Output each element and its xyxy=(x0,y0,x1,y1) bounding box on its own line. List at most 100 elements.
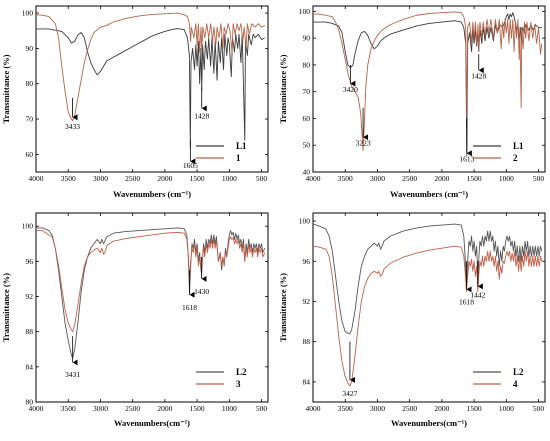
series-line-l1 xyxy=(36,28,265,148)
series-line-4 xyxy=(313,245,543,387)
y-tick-label: 60 xyxy=(303,114,311,123)
peak-label: 1442 xyxy=(470,290,485,299)
peak-label: 1618 xyxy=(459,297,474,306)
spectrum-panel-2: 4000 3500 3000 2500 2000 1500 1000 500 40 50 60 70 8… xyxy=(278,5,546,199)
spectrum-panel-1: 4000 3500 3000 2500 2000 1500 1000 500 60 70 80 90 1… xyxy=(1,5,269,199)
y-tick-label: 88 xyxy=(303,337,311,346)
x-tick-label: 3500 xyxy=(61,174,76,183)
x-tick-label: 2000 xyxy=(434,404,449,413)
y-tick-label: 84 xyxy=(26,362,34,371)
y-axis-title: Transmittance (%) xyxy=(1,273,11,342)
legend-label: 2 xyxy=(513,153,518,163)
y-tick-label: 96 xyxy=(26,257,34,266)
y-tick-label: 40 xyxy=(303,168,311,177)
series-line-2 xyxy=(313,11,543,152)
x-tick-label: 2500 xyxy=(402,404,417,413)
legend-label: 3 xyxy=(236,379,241,389)
x-tick-label: 500 xyxy=(256,404,268,413)
x-tick-label: 4000 xyxy=(306,174,321,183)
spectrum-panel-4: 4000 3500 3000 2500 2000 1500 1000 500 84 88 92 96 1… xyxy=(278,212,546,428)
plot-frame xyxy=(312,5,546,173)
x-tick-label: 1500 xyxy=(190,404,205,413)
x-tick-label: 500 xyxy=(533,174,545,183)
legend: L11 xyxy=(196,141,247,163)
y-tick-label: 100 xyxy=(22,9,34,18)
x-axis-title: Wavenumbers(cm⁻¹) xyxy=(114,418,190,428)
y-tick-label: 100 xyxy=(299,217,311,226)
legend-label: L1 xyxy=(236,141,247,151)
legend-label: L1 xyxy=(513,141,524,151)
x-tick-label: 4000 xyxy=(29,174,44,183)
peak-label: 1618 xyxy=(182,303,197,312)
y-tick-label: 100 xyxy=(299,7,311,16)
x-tick-label: 3500 xyxy=(61,404,76,413)
y-axis-title: Transmittance (%) xyxy=(278,54,288,123)
y-tick-label: 80 xyxy=(26,398,34,407)
peak-label: 1605 xyxy=(183,161,198,170)
peak-label: 3223 xyxy=(356,139,371,148)
y-tick-label: 80 xyxy=(303,60,311,69)
x-tick-label: 2000 xyxy=(157,404,172,413)
y-tick-label: 90 xyxy=(303,34,311,43)
y-tick-label: 92 xyxy=(303,297,311,306)
peak-label: 1613 xyxy=(459,155,474,164)
x-tick-label: 4000 xyxy=(306,404,321,413)
x-tick-label: 3500 xyxy=(338,174,353,183)
legend-label: L2 xyxy=(513,367,524,377)
y-tick-label: 70 xyxy=(303,87,311,96)
plot-frame xyxy=(35,212,269,403)
x-axis-title: Wavenumbers (cm⁻¹) xyxy=(390,189,468,199)
y-tick-label: 84 xyxy=(303,377,311,386)
peak-label: 3431 xyxy=(65,370,80,379)
y-tick-label: 70 xyxy=(26,115,34,124)
y-tick-label: 90 xyxy=(26,44,34,53)
y-tick-label: 88 xyxy=(26,327,34,336)
y-tick-label: 80 xyxy=(26,79,34,88)
x-axis-title: Wavenumbers(cm⁻¹) xyxy=(391,418,467,428)
x-tick-label: 3000 xyxy=(93,404,108,413)
series-line-l2 xyxy=(313,223,543,335)
peak-label: 1428 xyxy=(471,72,486,81)
y-axis-title: Transmittance (%) xyxy=(1,54,11,123)
peak-label: 3433 xyxy=(65,122,80,131)
peak-label: 1428 xyxy=(194,111,209,120)
series-line-1 xyxy=(36,12,265,122)
y-tick-label: 92 xyxy=(26,292,34,301)
legend: L23 xyxy=(196,367,247,389)
x-tick-label: 4000 xyxy=(29,404,44,413)
peak-label: 3427 xyxy=(342,389,357,398)
legend: L24 xyxy=(473,367,524,389)
x-tick-label: 1500 xyxy=(467,404,482,413)
legend: L12 xyxy=(473,141,524,163)
peak-label: 1430 xyxy=(194,287,209,296)
y-tick-label: 60 xyxy=(26,150,34,159)
x-tick-label: 1000 xyxy=(499,404,514,413)
x-tick-label: 2000 xyxy=(157,174,172,183)
x-axis-title: Wavenumbers (cm⁻¹) xyxy=(113,189,191,199)
plot-frame xyxy=(312,212,546,403)
x-tick-label: 1000 xyxy=(222,404,237,413)
y-tick-label: 96 xyxy=(303,257,311,266)
x-tick-label: 2000 xyxy=(434,174,449,183)
x-tick-label: 1000 xyxy=(222,174,237,183)
y-tick-label: 100 xyxy=(22,222,34,231)
x-tick-label: 2500 xyxy=(125,404,140,413)
plot-frame xyxy=(35,5,269,173)
x-tick-label: 2500 xyxy=(402,174,417,183)
x-tick-label: 1500 xyxy=(190,174,205,183)
series-line-3 xyxy=(36,230,266,333)
x-tick-label: 1500 xyxy=(467,174,482,183)
series-group xyxy=(36,227,266,359)
y-tick-label: 50 xyxy=(303,141,311,150)
series-group xyxy=(313,11,543,157)
series-line-l2 xyxy=(36,227,266,359)
y-axis-title: Transmittance (%) xyxy=(278,273,288,342)
x-tick-label: 3000 xyxy=(93,174,108,183)
series-group xyxy=(36,12,265,148)
x-tick-label: 2500 xyxy=(125,174,140,183)
x-tick-label: 3000 xyxy=(370,404,385,413)
spectrum-panel-3: 4000 3500 3000 2500 2000 1500 1000 500 80 84 88 92 9… xyxy=(1,212,269,428)
legend-label: L2 xyxy=(236,367,247,377)
series-group xyxy=(313,223,543,387)
